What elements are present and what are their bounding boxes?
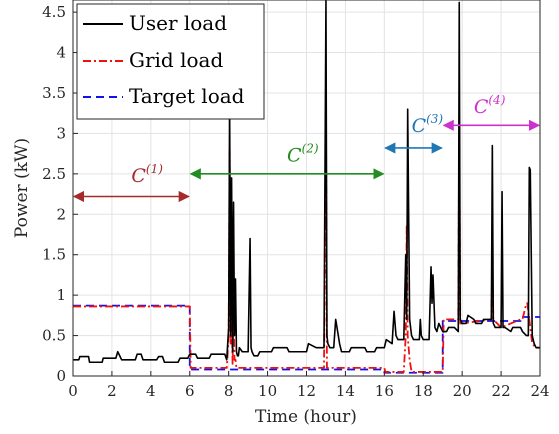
axis-ticks: 0 2 4 6 8 10 12 14 16 18 20 22 2400.511.522.533.544.… [42, 3, 549, 400]
legend-label-user-load: User load [129, 11, 227, 35]
cluster-label: C(2) [287, 142, 319, 167]
y-tick-label: 2.5 [42, 165, 66, 183]
y-tick-label: 3 [56, 124, 66, 142]
x-tick-label: 4 [146, 382, 156, 400]
x-tick-label: 12 [297, 382, 316, 400]
y-tick-label: 3.5 [42, 84, 66, 102]
y-axis-title: Power (kW) [12, 138, 32, 238]
x-axis-title: Time (hour) [255, 407, 357, 427]
cluster-label: C(4) [474, 93, 506, 118]
x-tick-label: 16 [375, 382, 394, 400]
cluster-label: C(1) [131, 162, 163, 187]
series-lines [73, 0, 540, 374]
x-tick-label: 18 [414, 382, 433, 400]
x-tick-label: 24 [530, 382, 549, 400]
legend: User load Grid load Target load [76, 3, 265, 120]
x-tick-label: 6 [185, 382, 195, 400]
x-tick-label: 14 [336, 382, 355, 400]
x-tick-label: 20 [453, 382, 472, 400]
cluster-label: C(3) [412, 112, 444, 137]
y-tick-label: 1.5 [42, 246, 66, 264]
cluster-annotations: C(1) C(2) C(3) C(4) [72, 93, 541, 203]
legend-label-target-load: Target load [129, 84, 245, 108]
x-tick-label: 2 [107, 382, 117, 400]
x-tick-label: 22 [492, 382, 511, 400]
series-line-user-load [73, 0, 540, 364]
y-tick-label: 4 [56, 44, 66, 62]
x-tick-label: 8 [224, 382, 234, 400]
y-tick-label: 0 [56, 367, 66, 385]
legend-label-grid-load: Grid load [129, 48, 223, 72]
x-tick-label: 10 [258, 382, 277, 400]
y-tick-label: 4.5 [42, 3, 66, 21]
y-tick-label: 2 [56, 205, 66, 223]
y-tick-label: 1 [56, 286, 66, 304]
x-tick-label: 0 [68, 382, 78, 400]
y-tick-label: 0.5 [42, 327, 66, 345]
